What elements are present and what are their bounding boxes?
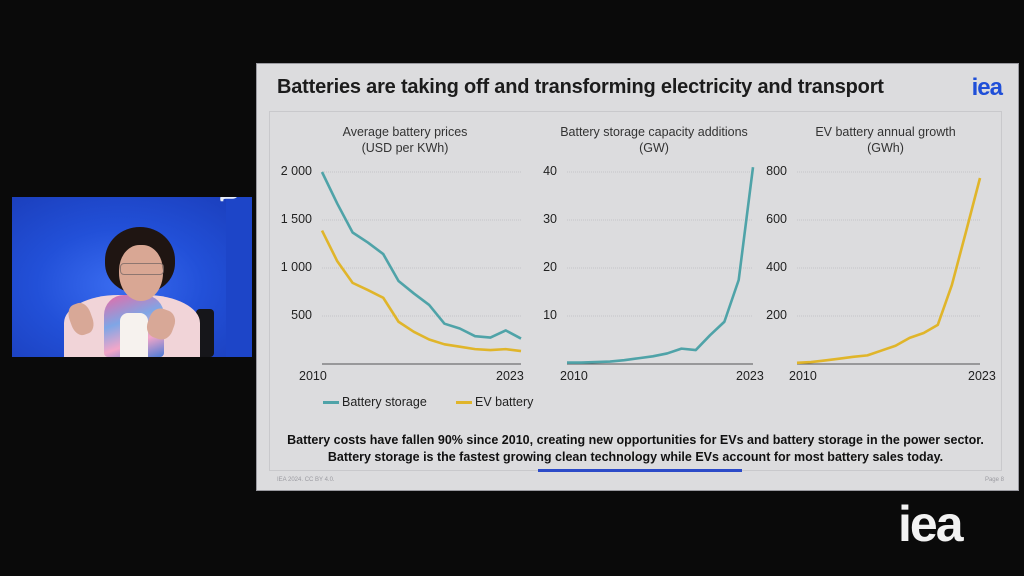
takeaway-line-2: Battery storage is the fastest growing c…	[327, 450, 944, 464]
iea-logo: iea	[971, 74, 1003, 101]
y-tick-label: 1 500	[280, 212, 312, 226]
legend-swatch	[456, 400, 472, 404]
series-line-ev-battery	[796, 177, 982, 365]
y-tick-label: 500	[291, 308, 312, 322]
chart-plot	[796, 171, 982, 365]
background-logo: iea	[211, 197, 250, 201]
chart-subtitle: (USD per KWh)	[361, 141, 449, 155]
chart-ev-growth: EV battery annual growth (GWh) 2010 2023…	[766, 112, 1003, 412]
legend-label: Battery storage	[342, 395, 427, 409]
y-tick-label: 2 000	[280, 164, 312, 178]
x-tick-end: 2023	[968, 369, 996, 383]
y-tick-label: 800	[766, 164, 787, 178]
y-tick-label: 40	[543, 164, 557, 178]
series-line-battery-storage	[567, 167, 755, 364]
chart-title: EV battery annual growth (GWh)	[768, 124, 1003, 156]
x-tick-start: 2010	[789, 369, 817, 383]
x-tick-end: 2023	[496, 369, 524, 383]
chart-panel: Average battery prices (USD per KWh) 201…	[269, 111, 1002, 471]
chart-title: Battery storage capacity additions (GW)	[540, 124, 768, 156]
legend-ev-battery: EV battery	[456, 395, 533, 409]
chart-battery-prices: Average battery prices (USD per KWh) 201…	[270, 112, 540, 412]
chart-title-main: Average battery prices	[342, 125, 468, 139]
y-tick-label: 1 000	[280, 260, 312, 274]
chart-subtitle: (GWh)	[867, 141, 904, 155]
x-tick-start: 2010	[299, 369, 327, 383]
chart-plot	[320, 171, 522, 365]
chart-title: Average battery prices (USD per KWh)	[270, 124, 540, 156]
chair	[196, 309, 214, 357]
slide-progress-bar	[538, 469, 742, 472]
y-tick-label: 600	[766, 212, 787, 226]
footer-copyright: IEA 2024. CC BY 4.0.	[277, 477, 335, 483]
chart-title-main: Battery storage capacity additions	[560, 125, 748, 139]
presenter-shirt	[120, 313, 148, 357]
legend-battery-storage: Battery storage	[323, 395, 427, 409]
slide-title: Batteries are taking off and transformin…	[277, 76, 884, 98]
iea-watermark-logo: iea	[898, 496, 964, 552]
x-tick-start: 2010	[560, 369, 588, 383]
legend-swatch	[323, 400, 339, 404]
presenter-glasses	[120, 263, 164, 275]
presenter-face	[119, 245, 163, 301]
background-banner	[226, 197, 252, 357]
y-tick-label: 30	[543, 212, 557, 226]
legend-label: EV battery	[475, 395, 534, 409]
chart-plot	[566, 167, 755, 365]
footer-page-number: Page 8	[984, 477, 1004, 483]
y-tick-label: 10	[543, 308, 557, 322]
slide: Batteries are taking off and transformin…	[256, 63, 1019, 491]
y-tick-label: 400	[766, 260, 787, 274]
takeaway-line-1: Battery costs have fallen 90% since 2010…	[287, 433, 984, 447]
chart-subtitle: (GW)	[639, 141, 669, 155]
x-tick-end: 2023	[736, 369, 764, 383]
y-tick-label: 20	[543, 260, 557, 274]
presenter-video: iea	[12, 197, 252, 357]
series-line-ev-battery	[320, 229, 522, 353]
y-tick-label: 200	[766, 308, 787, 322]
chart-storage-additions: Battery storage capacity additions (GW) …	[540, 112, 768, 412]
chart-title-main: EV battery annual growth	[815, 125, 956, 139]
series-line-battery-storage	[320, 171, 522, 340]
